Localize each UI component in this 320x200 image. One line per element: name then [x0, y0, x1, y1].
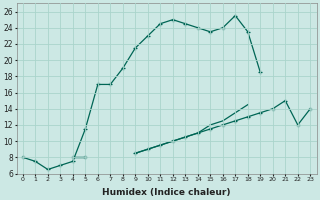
X-axis label: Humidex (Indice chaleur): Humidex (Indice chaleur)	[102, 188, 231, 197]
